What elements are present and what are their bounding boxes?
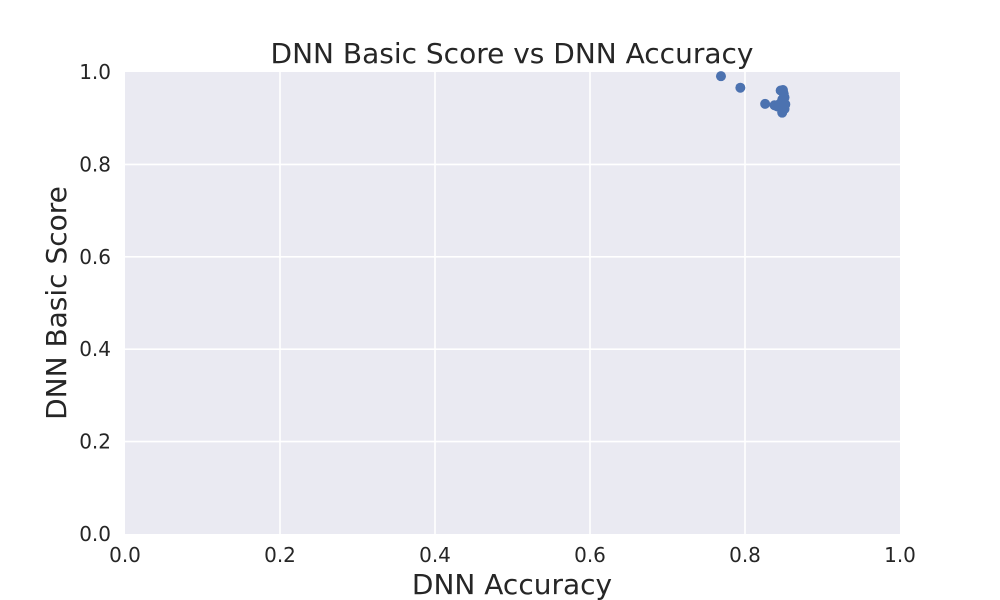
y-axis-ticks: 0.0 0.2 0.4 0.6 0.8 1.0 <box>79 60 111 546</box>
scatter-point <box>715 71 726 82</box>
plot-area <box>125 72 900 534</box>
y-tick-label: 0.0 <box>79 522 111 546</box>
x-tick-label: 0.2 <box>264 543 296 567</box>
x-tick-label: 0.8 <box>729 543 761 567</box>
chart-title: DNN Basic Score vs DNN Accuracy <box>271 37 754 70</box>
y-axis-label: DNN Basic Score <box>40 186 73 420</box>
x-tick-label: 0.0 <box>109 543 141 567</box>
x-axis-label: DNN Accuracy <box>412 568 612 600</box>
scatter-point <box>760 98 771 109</box>
grid-lines <box>125 72 900 534</box>
y-tick-label: 0.4 <box>79 337 111 361</box>
x-tick-label: 1.0 <box>884 543 916 567</box>
x-tick-label: 0.6 <box>574 543 606 567</box>
y-tick-label: 0.8 <box>79 152 111 176</box>
x-axis-ticks: 0.0 0.2 0.4 0.6 0.8 1.0 <box>109 543 916 567</box>
x-tick-label: 0.4 <box>419 543 451 567</box>
scatter-point <box>780 99 791 110</box>
data-points <box>715 71 791 118</box>
y-tick-label: 1.0 <box>79 60 111 84</box>
scatter-point <box>735 82 746 93</box>
y-tick-label: 0.6 <box>79 245 111 269</box>
y-tick-label: 0.2 <box>79 430 111 454</box>
